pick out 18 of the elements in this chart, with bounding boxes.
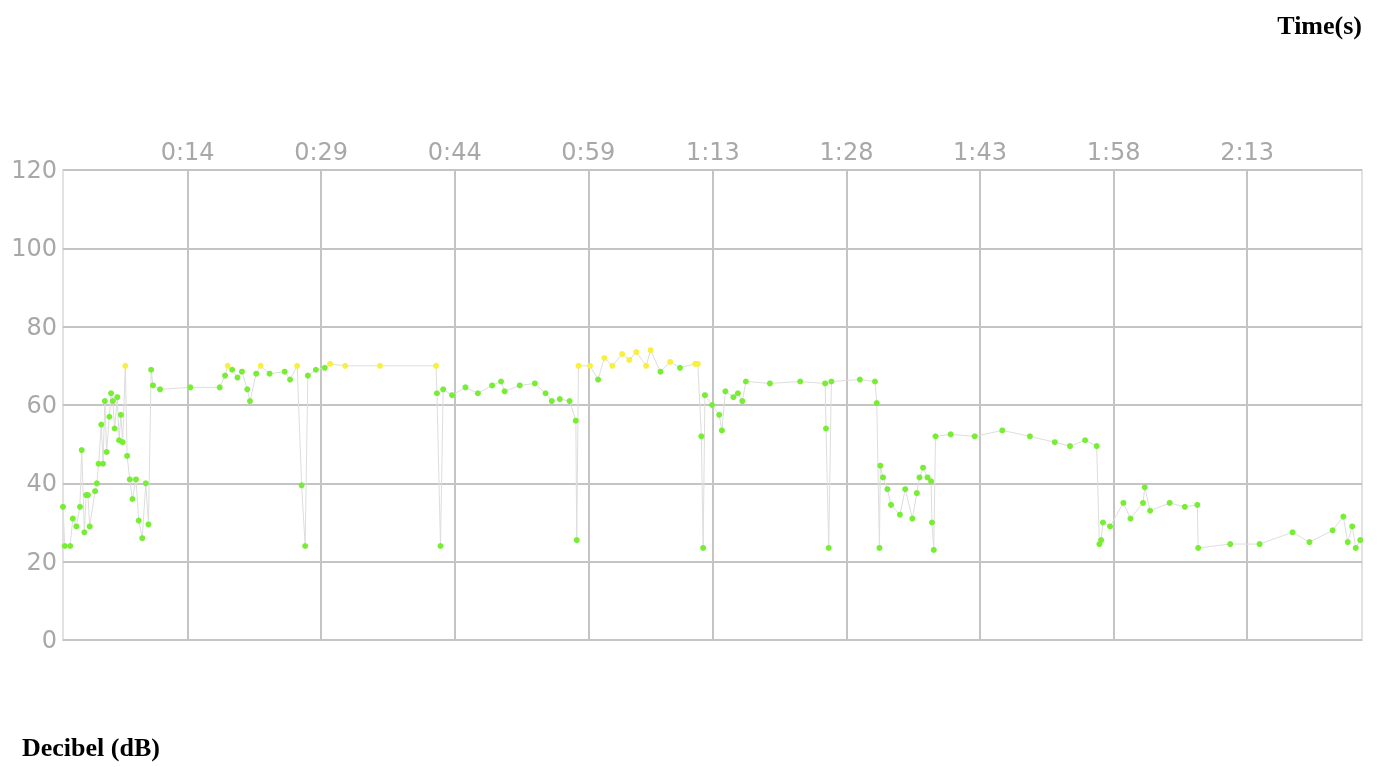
x-tick-label: 1:28 — [819, 138, 874, 166]
y-axis-title: Decibel (dB) — [22, 732, 160, 762]
y-tick-label: 40 — [26, 469, 57, 498]
x-tick-label: 0:14 — [160, 138, 215, 166]
x-tick-label: 0:59 — [561, 138, 616, 166]
x-tick-label: 0:29 — [294, 138, 349, 166]
x-tick-label: 2:13 — [1220, 138, 1275, 166]
x-tick-label: 1:58 — [1086, 138, 1141, 166]
x-axis-title: Time(s) — [1277, 10, 1363, 40]
y-tick-label: 120 — [11, 156, 57, 184]
y-tick-label: 0 — [41, 626, 57, 654]
y-tick-label: 20 — [26, 547, 57, 576]
x-tick-label: 0:44 — [427, 138, 482, 166]
y-tick-label: 60 — [26, 391, 57, 419]
y-tick-label: 80 — [26, 312, 57, 341]
y-tick-label: 100 — [11, 234, 57, 263]
x-tick-label: 1:43 — [953, 138, 1007, 166]
x-tick-label: 1:13 — [685, 138, 740, 166]
